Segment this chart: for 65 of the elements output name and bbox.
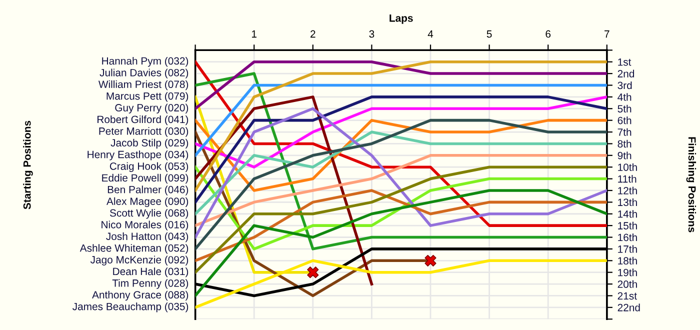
x-tick-label: 1	[252, 30, 256, 38]
series-label: Jago McKenzie (092)	[90, 256, 188, 266]
series-label: William Priest (078)	[98, 80, 188, 90]
x-tick-label: 3	[369, 30, 374, 38]
y2-tick-label: 4th	[618, 93, 632, 101]
y2-tick-label: 13th	[618, 198, 637, 206]
series-label: Nico Morales (016)	[102, 220, 188, 230]
y2-tick-label: 7th	[618, 128, 632, 136]
y2-tick-label: 14th	[618, 210, 637, 218]
y2-tick-label: 20th	[618, 280, 637, 288]
x-tick-label: 6	[546, 30, 551, 38]
series-label: Craig Hook (053)	[110, 162, 188, 172]
line-series	[195, 60, 607, 192]
series-label: Marcus Pett (079)	[106, 92, 188, 102]
line-series	[195, 130, 607, 216]
line-series	[195, 259, 607, 309]
x-tick-label: 2	[310, 30, 316, 38]
line-series	[195, 118, 607, 250]
text: Julian Davies (082)	[100, 68, 188, 78]
series-label: James Beauchamp (035)	[72, 302, 188, 312]
series-label: Dean Hale (031)	[113, 267, 188, 278]
series-label: Henry Easthope (034)	[88, 150, 188, 160]
y2-tick-label: 6th	[618, 116, 632, 124]
y2-tick-label: 19th	[618, 268, 637, 276]
y2-tick-label: 10th	[618, 163, 637, 171]
line-series	[195, 96, 607, 204]
series-label: Ashlee Whiteman (052)	[80, 244, 188, 254]
series-label: Eddie Powell (099)	[102, 174, 188, 184]
series-label: Guy Perry (020)	[115, 104, 188, 114]
line-series	[195, 189, 607, 262]
y2-tick-label: 12th	[618, 186, 637, 194]
x-tick-label: 4	[428, 30, 434, 38]
series-label: Robert Gilford (041)	[98, 115, 188, 126]
series-label: Jacob Stilp (029)	[110, 138, 188, 149]
line-series	[195, 154, 607, 227]
line-series	[195, 166, 607, 274]
y2-tick-label: 15th	[618, 222, 637, 230]
series-label: Anthony Grace (088)	[92, 290, 188, 301]
series-label: Peter Marriott (030)	[99, 127, 188, 137]
series-label: Ben Palmer (046)	[108, 186, 188, 196]
y2-tick-label: 9th	[618, 152, 632, 160]
series-label: Hannah Pym (032)	[102, 57, 188, 67]
y2-axis-title: Finishing Positions	[686, 137, 696, 232]
y2-tick-label: 2nd	[618, 70, 634, 78]
x-tick-label: 5	[486, 30, 492, 38]
line-series	[195, 107, 607, 239]
line-series	[195, 96, 607, 168]
y2-tick-label: 16th	[618, 233, 637, 242]
x-tick-label: 7	[604, 30, 610, 38]
x-axis-title: Laps	[390, 14, 413, 24]
y2-tick-label: 22nd	[618, 304, 640, 312]
series-label: Tim Penny (028)	[112, 279, 188, 289]
y2-tick-label: 11th	[618, 175, 636, 183]
y2-tick-label: 8th	[618, 140, 632, 148]
series-label: Scott Wylie (068)	[110, 209, 188, 219]
series-label: Josh Hatton (043)	[106, 232, 188, 242]
y2-tick-label: 18th	[618, 256, 637, 265]
y2-tick-label: 5th	[618, 104, 632, 113]
y2-tick-label: 17th	[618, 245, 637, 253]
y2-tick-label: 1st	[618, 58, 632, 66]
legend-title: Starting Positions	[23, 120, 33, 210]
y2-tick-label: 21st	[618, 292, 637, 300]
series-label: Alex Magee (090)	[106, 197, 188, 208]
y2-tick-label: 3rd	[618, 81, 632, 90]
line-series	[195, 189, 607, 298]
